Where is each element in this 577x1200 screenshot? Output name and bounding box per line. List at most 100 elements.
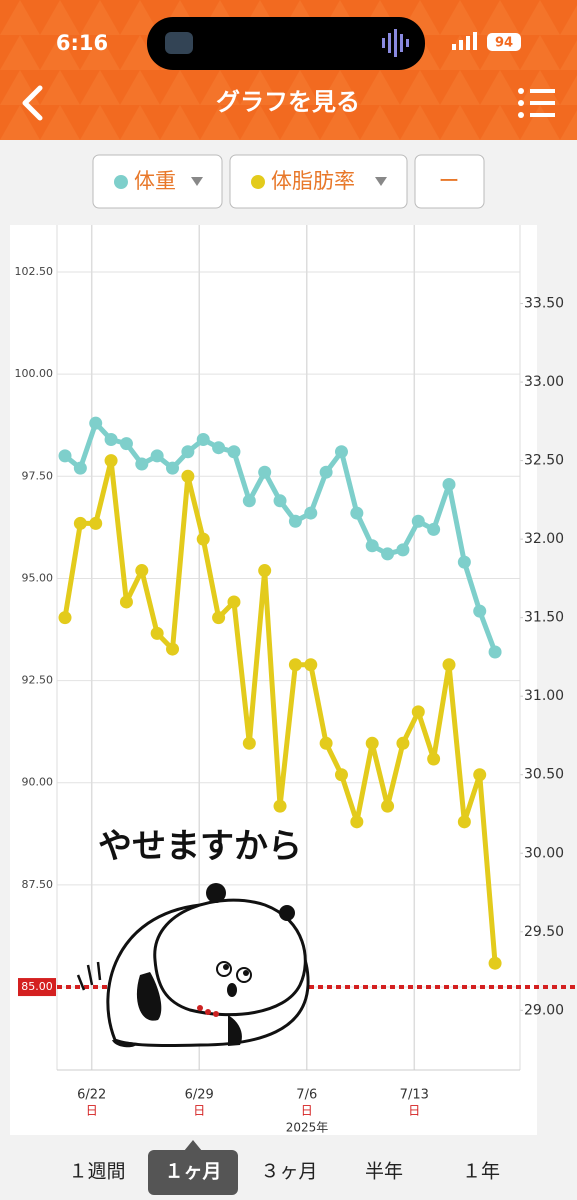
data-point bbox=[288, 658, 302, 672]
data-point bbox=[89, 416, 103, 430]
weekday-label: 日 bbox=[301, 1104, 313, 1118]
data-point bbox=[73, 516, 87, 530]
data-point bbox=[258, 564, 272, 578]
sticker: やせますから bbox=[76, 827, 310, 1048]
weekday-label: 日 bbox=[408, 1104, 420, 1118]
data-point bbox=[334, 445, 348, 459]
data-point bbox=[365, 736, 379, 750]
data-point bbox=[319, 736, 333, 750]
data-point bbox=[227, 595, 241, 609]
data-point bbox=[212, 441, 226, 455]
audio-wave bbox=[382, 29, 409, 57]
x-tick-label: 6/29 bbox=[185, 1088, 214, 1103]
y-tick-label: 97.50 bbox=[22, 469, 54, 482]
data-point bbox=[150, 626, 164, 640]
filter-none[interactable] bbox=[414, 154, 485, 209]
data-point bbox=[427, 522, 441, 536]
y2-tick-label: 32.00 bbox=[524, 531, 564, 547]
y-tick-label: 87.50 bbox=[22, 878, 54, 891]
data-point bbox=[304, 658, 318, 672]
data-point bbox=[119, 595, 133, 609]
y2-tick-label: 33.50 bbox=[524, 296, 564, 312]
y2-tick-label: 31.00 bbox=[524, 688, 564, 704]
data-point bbox=[488, 956, 502, 970]
data-point bbox=[411, 514, 425, 528]
data-point bbox=[304, 506, 318, 520]
data-point bbox=[242, 494, 256, 508]
plot bbox=[58, 416, 502, 970]
filter-fat[interactable] bbox=[229, 154, 408, 209]
tab-label[interactable]: 半年 bbox=[365, 1161, 403, 1183]
filter-dot bbox=[251, 175, 265, 189]
data-point bbox=[473, 768, 487, 782]
data-point bbox=[365, 539, 379, 553]
y2-tick-label: 32.50 bbox=[524, 453, 564, 469]
data-point bbox=[273, 799, 287, 813]
filter-label: 体脂肪率 bbox=[271, 169, 355, 193]
data-point bbox=[58, 611, 72, 625]
data-point bbox=[273, 494, 287, 508]
data-point bbox=[258, 465, 272, 479]
tab-label[interactable]: １ヶ月 bbox=[164, 1161, 221, 1183]
dropdown-arrow bbox=[191, 177, 203, 186]
tab-label[interactable]: ３ヶ月 bbox=[260, 1161, 317, 1183]
data-point bbox=[473, 604, 487, 618]
tab-label[interactable]: １週間 bbox=[68, 1161, 125, 1183]
data-point bbox=[457, 555, 471, 569]
data-point bbox=[381, 799, 395, 813]
data-point bbox=[73, 461, 87, 475]
data-point bbox=[135, 457, 149, 471]
data-point bbox=[350, 815, 364, 829]
sticker-text: やせますから bbox=[98, 827, 302, 867]
back-button[interactable] bbox=[22, 85, 43, 121]
data-point bbox=[119, 437, 133, 451]
y-tick-label: 90.00 bbox=[22, 776, 54, 789]
chart: 87.50 90.00 92.50 95.00 97.50 100.00 102.50 29.… bbox=[15, 225, 577, 1135]
data-point bbox=[58, 449, 72, 463]
data-point bbox=[350, 506, 364, 520]
status-time: 6:16 bbox=[56, 31, 108, 55]
data-point bbox=[396, 736, 410, 750]
x-axis-label: 2025年 bbox=[286, 1121, 329, 1135]
battery bbox=[487, 33, 521, 51]
data-point bbox=[166, 642, 180, 656]
data-point bbox=[104, 433, 118, 447]
x-tick-label: 7/13 bbox=[400, 1088, 429, 1103]
dropdown-arrow bbox=[375, 177, 387, 186]
data-point bbox=[442, 477, 456, 491]
y2-tick-label: 29.50 bbox=[524, 924, 564, 940]
data-point bbox=[196, 433, 210, 447]
target-label: 85.00 bbox=[21, 980, 53, 993]
y-tick-label: 102.50 bbox=[15, 265, 54, 278]
y2-tick-label: 29.00 bbox=[524, 1002, 564, 1018]
y2-tick-label: 30.50 bbox=[524, 767, 564, 783]
data-point bbox=[334, 768, 348, 782]
dynamic-island bbox=[147, 17, 425, 70]
data-point bbox=[150, 449, 164, 463]
menu-button[interactable] bbox=[518, 88, 555, 118]
data-point bbox=[181, 445, 195, 459]
header-title: グラフを見る bbox=[216, 88, 360, 116]
signal bbox=[452, 32, 477, 50]
data-point bbox=[319, 465, 333, 479]
media-thumb bbox=[165, 32, 193, 54]
tab-notch bbox=[184, 1140, 202, 1151]
y-tick-label: 92.50 bbox=[22, 674, 54, 687]
data-point bbox=[181, 469, 195, 483]
data-point bbox=[242, 736, 256, 750]
x-tick-label: 6/22 bbox=[77, 1088, 106, 1103]
data-point bbox=[457, 815, 471, 829]
data-point bbox=[288, 514, 302, 528]
data-point bbox=[411, 705, 425, 719]
tab-selected bbox=[148, 1150, 238, 1195]
weekday-label: 日 bbox=[86, 1104, 98, 1118]
filter-weight[interactable] bbox=[92, 154, 223, 209]
y2-tick-label: 30.00 bbox=[524, 845, 564, 861]
data-point bbox=[442, 658, 456, 672]
y2-tick-label: 33.00 bbox=[524, 374, 564, 390]
tab-bar bbox=[0, 1140, 577, 1200]
tab-label[interactable]: １年 bbox=[462, 1161, 500, 1183]
data-point bbox=[89, 516, 103, 530]
data-point bbox=[166, 461, 180, 475]
